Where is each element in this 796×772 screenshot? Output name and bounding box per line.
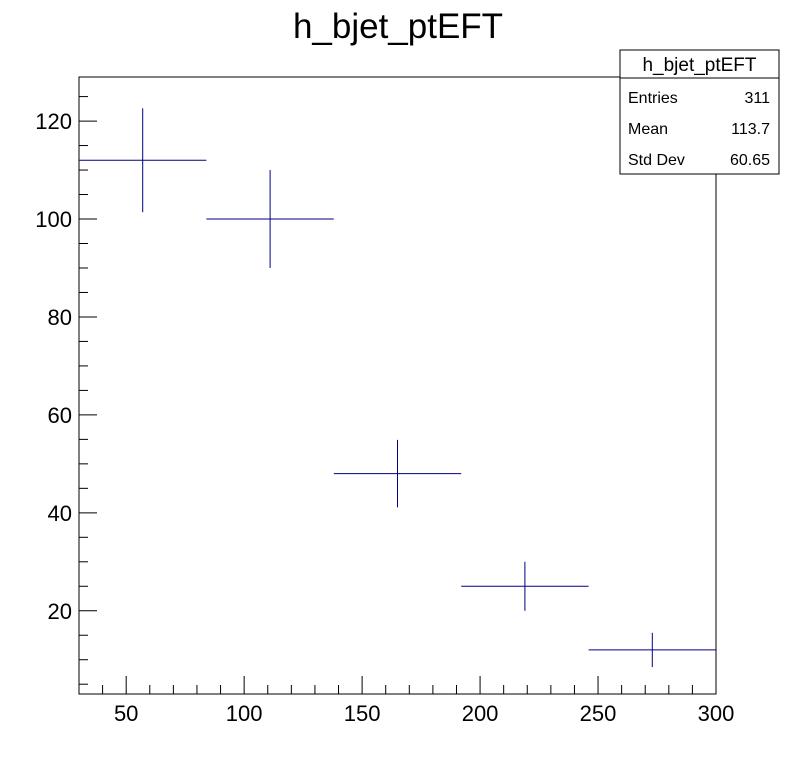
- y-tick-label: 40: [48, 501, 72, 526]
- plot-frame: [78, 76, 717, 695]
- stats-box-frame: [619, 49, 780, 175]
- stats-entries-value: 311: [744, 90, 770, 107]
- x-tick-label: 50: [114, 701, 138, 726]
- stats-stddev-value: 60.65: [730, 152, 770, 169]
- stats-stddev-label: Std Dev: [628, 152, 685, 169]
- data-points: [79, 108, 716, 668]
- y-tick-label: 100: [35, 207, 72, 232]
- data-point: [206, 170, 334, 268]
- x-tick-label: 100: [226, 701, 263, 726]
- stats-mean-label: Mean: [628, 121, 668, 138]
- x-tick-label: 150: [344, 701, 381, 726]
- data-point: [588, 632, 716, 668]
- data-point: [79, 108, 207, 213]
- y-tick-label: 20: [48, 599, 72, 624]
- x-axis: 50 100 150 200 250 300: [102, 676, 735, 726]
- x-tick-label: 250: [580, 701, 617, 726]
- y-axis: 20 40 60 80 100 120: [35, 96, 97, 685]
- stats-box-title: h_bjet_ptEFT: [642, 55, 756, 76]
- x-tick-label: 300: [698, 701, 735, 726]
- y-tick-label: 80: [48, 305, 72, 330]
- y-tick-label: 120: [35, 109, 72, 134]
- y-tick-label: 60: [48, 403, 72, 428]
- stats-entries-label: Entries: [628, 90, 678, 107]
- data-point: [461, 561, 589, 611]
- data-point: [333, 439, 462, 508]
- stats-box: h_bjet_ptEFT Entries 311 Mean 113.7 Std …: [619, 49, 780, 175]
- x-tick-label: 200: [462, 701, 499, 726]
- stats-mean-value: 113.7: [731, 121, 770, 138]
- chart-title: h_bjet_ptEFT: [293, 7, 503, 46]
